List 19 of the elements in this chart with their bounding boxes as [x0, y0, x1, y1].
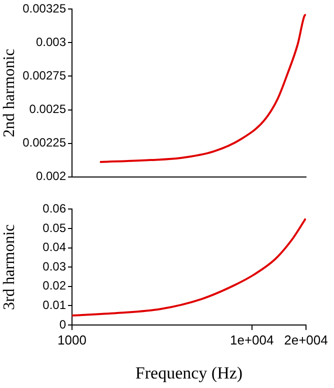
y-tick-label: 0.02 — [42, 278, 66, 293]
y-tick-label: 0.04 — [42, 240, 66, 254]
y-tick-label: 0.05 — [42, 220, 66, 235]
y-tick-label: 0.06 — [42, 202, 66, 216]
y-axis-title: 2nd harmonic — [0, 48, 18, 138]
y-tick-label: 0.0025 — [29, 102, 66, 116]
y-tick-label: 0.03 — [42, 259, 66, 274]
y-tick-label: 0.00275 — [22, 68, 66, 83]
y-tick-label: 0.01 — [42, 298, 66, 312]
x-tick-label: 1e+004 — [230, 332, 274, 348]
y-tick-label: 0 — [59, 317, 66, 332]
x-axis-title: Frequency (Hz) — [135, 363, 243, 382]
y-tick-label: 0.003 — [36, 35, 66, 50]
y-tick-label: 0.00325 — [22, 2, 66, 16]
x-tick-label: 2e+004 — [284, 332, 328, 348]
y-tick-label: 0.00225 — [22, 136, 66, 150]
y-axis-title: 3rd harmonic — [0, 224, 18, 310]
y-tick-label: 0.002 — [36, 169, 66, 184]
x-tick-label: 1000 — [58, 332, 86, 348]
